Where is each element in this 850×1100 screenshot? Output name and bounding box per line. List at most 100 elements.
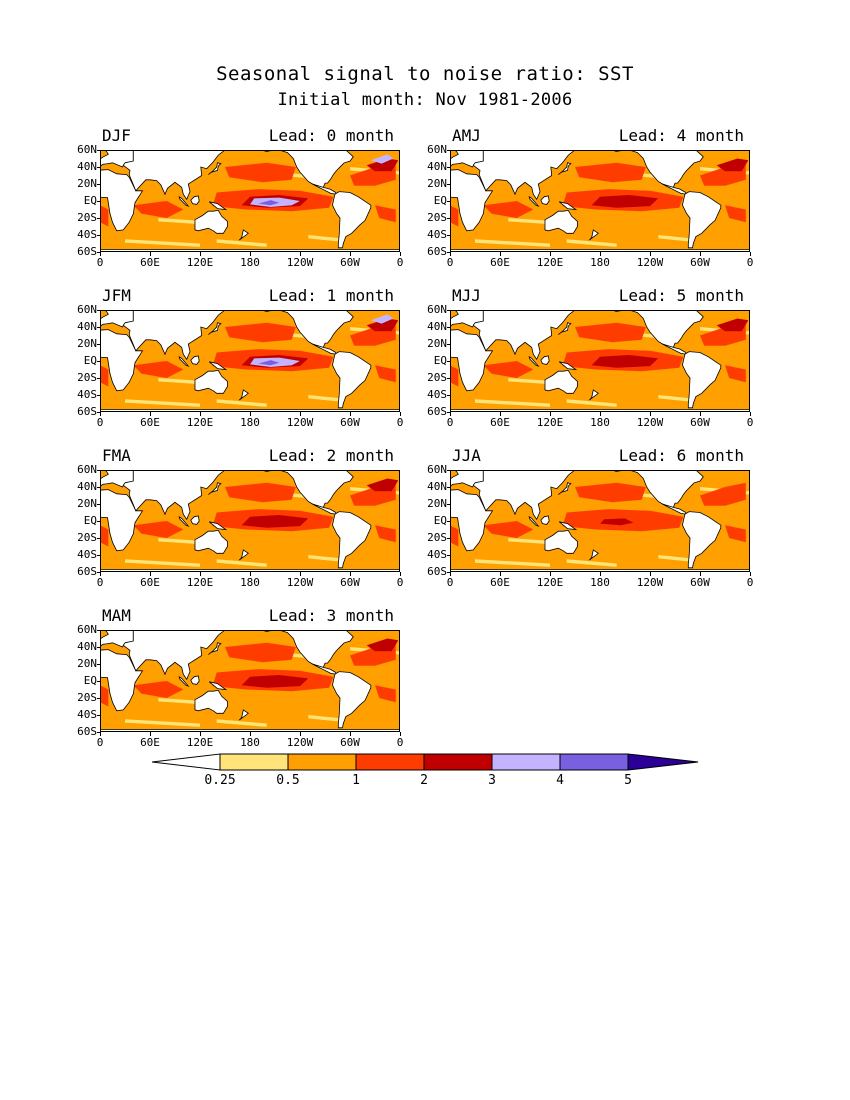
snr-contour-region bbox=[725, 205, 746, 223]
lat-tick bbox=[447, 504, 450, 505]
lon-tick-label: 60E bbox=[490, 576, 510, 589]
panel-jfm: JFM Lead: 1 month 60N 40N 20N EQ 20S 40S 60S 0 6… bbox=[77, 286, 403, 429]
landmass bbox=[194, 529, 228, 554]
landmass bbox=[540, 195, 550, 205]
snr-contour-region bbox=[125, 399, 200, 407]
lon-tick-label: 120E bbox=[536, 416, 564, 429]
landmass bbox=[558, 162, 572, 175]
snr-contour-region bbox=[591, 355, 659, 368]
lon-tick-label: 60E bbox=[490, 256, 510, 269]
lon-tick bbox=[250, 572, 251, 576]
lon-tick-label: 0 bbox=[96, 736, 104, 749]
landmass bbox=[613, 151, 704, 189]
lat-tick-label: 40S bbox=[427, 548, 447, 561]
lat-tick bbox=[447, 395, 450, 396]
lat-tick-label: 20N bbox=[77, 337, 97, 350]
snr-contour-region bbox=[366, 318, 399, 332]
lon-tick bbox=[300, 572, 301, 576]
landmass bbox=[451, 169, 494, 232]
panel-fma: FMA Lead: 2 month 60N 40N 20N EQ 20S 40S 60S 0 6… bbox=[77, 446, 403, 589]
lon-tick bbox=[500, 252, 501, 256]
lat-tick bbox=[97, 470, 100, 471]
lat-tick-label: 40S bbox=[427, 228, 447, 241]
landmass bbox=[238, 229, 249, 241]
lon-tick-label: 0 bbox=[96, 256, 104, 269]
landmass bbox=[101, 409, 399, 411]
lon-tick-label: 0 bbox=[96, 576, 104, 589]
lon-tick bbox=[150, 412, 151, 416]
lon-tick bbox=[400, 572, 401, 576]
season-label: FMA bbox=[102, 446, 131, 465]
sst-field bbox=[451, 471, 749, 571]
lon-tick-label: 120E bbox=[536, 256, 564, 269]
lat-tick bbox=[447, 361, 450, 362]
landmass bbox=[558, 201, 578, 211]
snr-contour-region bbox=[125, 239, 200, 247]
landmass bbox=[451, 569, 749, 571]
colorbar-label: 3 bbox=[488, 773, 496, 788]
lat-tick bbox=[97, 412, 100, 413]
lon-tick bbox=[200, 732, 201, 736]
snr-contour-region bbox=[241, 675, 309, 688]
lon-tick-label: 60W bbox=[340, 416, 360, 429]
landmass bbox=[613, 311, 704, 349]
lon-tick bbox=[750, 572, 751, 576]
landmass bbox=[178, 195, 190, 207]
season-label: AMJ bbox=[452, 126, 481, 145]
panel-mam: MAM Lead: 3 month 60N 40N 20N EQ 20S 40S 60S 0 6… bbox=[77, 606, 403, 749]
lon-tick bbox=[700, 252, 701, 256]
lon-tick bbox=[500, 572, 501, 576]
lat-tick-label: 60S bbox=[77, 245, 97, 258]
snr-contour-region bbox=[366, 478, 399, 492]
landmass bbox=[208, 162, 222, 175]
landmass bbox=[558, 361, 578, 371]
snr-contour-region bbox=[725, 365, 746, 383]
snr-contour-region bbox=[566, 559, 617, 567]
lon-tick-label: 180 bbox=[240, 736, 260, 749]
lon-tick bbox=[250, 732, 251, 736]
lon-tick bbox=[500, 412, 501, 416]
snr-contour-region bbox=[133, 681, 184, 698]
landmass bbox=[540, 515, 550, 525]
lon-tick bbox=[350, 252, 351, 256]
lon-tick bbox=[100, 252, 101, 256]
lat-tick-label: EQ bbox=[83, 354, 97, 367]
lon-tick bbox=[200, 252, 201, 256]
landmass bbox=[682, 511, 722, 569]
lon-tick-label: 60E bbox=[140, 416, 160, 429]
landmass bbox=[682, 191, 722, 249]
lon-tick-label: 120W bbox=[286, 256, 314, 269]
lon-tick bbox=[150, 732, 151, 736]
lat-tick-label: 40S bbox=[77, 548, 97, 561]
sst-map bbox=[450, 310, 750, 412]
lon-tick-label: 60W bbox=[690, 416, 710, 429]
season-label: DJF bbox=[102, 126, 131, 145]
figure-subtitle: Initial month: Nov 1981-2006 bbox=[277, 90, 573, 110]
lon-tick bbox=[400, 732, 401, 736]
lat-tick-label: EQ bbox=[433, 194, 447, 207]
landmass bbox=[451, 489, 494, 552]
snr-contour-region bbox=[451, 365, 459, 387]
lat-tick-label: EQ bbox=[433, 354, 447, 367]
lat-tick-label: EQ bbox=[83, 194, 97, 207]
landmass bbox=[190, 515, 200, 525]
landmass bbox=[208, 482, 222, 495]
snr-contour-region bbox=[101, 205, 109, 227]
landmass bbox=[263, 311, 354, 349]
season-label: MJJ bbox=[452, 286, 481, 305]
lead-label: Lead: 3 month bbox=[268, 606, 394, 625]
snr-contour-region bbox=[475, 399, 550, 407]
lon-tick-label: 0 bbox=[396, 416, 404, 429]
snr-contour-region bbox=[658, 395, 692, 402]
lat-tick bbox=[97, 310, 100, 311]
lon-tick bbox=[550, 412, 551, 416]
landmass bbox=[194, 369, 228, 394]
snr-contour-region bbox=[483, 521, 534, 538]
lat-tick bbox=[97, 218, 100, 219]
landmass bbox=[178, 675, 190, 687]
lat-tick bbox=[97, 664, 100, 665]
snr-contour-region bbox=[375, 525, 396, 543]
lat-tick-label: 60N bbox=[77, 623, 97, 636]
snr-contour-region bbox=[125, 559, 200, 567]
snr-contour-region bbox=[575, 322, 646, 343]
